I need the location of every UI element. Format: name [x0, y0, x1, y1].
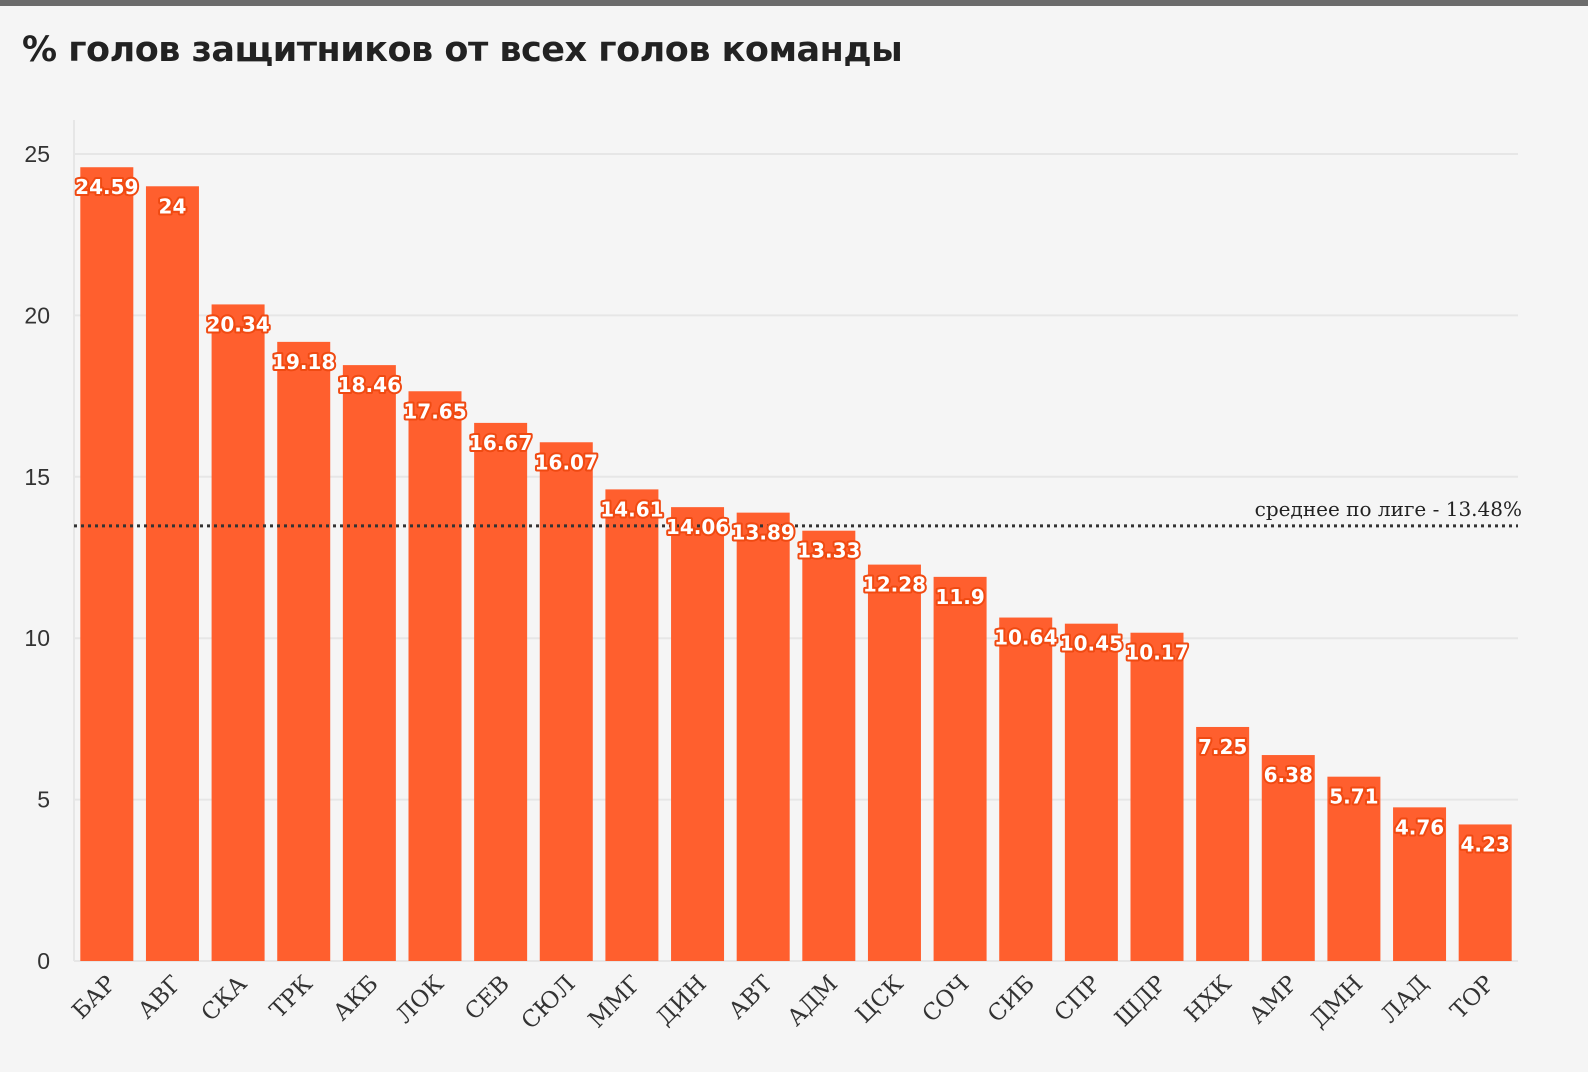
x-axis: БАР АВГ СКА ТРК АКБ ЛОК СЕВ СЮЛ ММГ ДИН АВТ АДМ ЦСК С… [67, 970, 1499, 1034]
y-tick-label: 5 [37, 787, 50, 813]
bar [736, 512, 790, 961]
x-tick-label: СКА [197, 970, 253, 1026]
bar [277, 341, 331, 961]
x-tick-label: НХК [1180, 971, 1237, 1028]
x-tick-label: СПР [1050, 971, 1106, 1027]
data-label: 4.23 [1461, 832, 1510, 856]
bar [671, 507, 725, 961]
x-tick-label: ЛОК [391, 971, 449, 1029]
data-label: 19.18 [272, 350, 335, 374]
bar [211, 304, 265, 961]
x-tick-label: ЛАД [1376, 971, 1433, 1028]
data-label: 10.64 [994, 626, 1057, 650]
y-axis: 0 5 10 15 20 25 [24, 141, 50, 974]
x-tick-label: АДМ [782, 971, 843, 1032]
data-label: 18.46 [338, 373, 401, 397]
bar [999, 617, 1053, 961]
bars-layer [80, 167, 1512, 962]
data-label: 4.76 [1395, 815, 1444, 839]
x-tick-label: ДИН [652, 971, 712, 1031]
data-labels-layer: 24.592420.3419.1818.4617.6516.6716.0714.… [73, 173, 1512, 858]
league-average-label: среднее по лиге - 13.48% [1255, 497, 1522, 521]
bar [408, 391, 462, 961]
x-tick-label: СЕВ [460, 971, 515, 1026]
x-tick-label: БАР [67, 971, 121, 1025]
data-label: 24.59 [75, 175, 138, 199]
data-label: 13.33 [797, 539, 860, 563]
y-tick-label: 0 [37, 948, 50, 974]
bar [1393, 807, 1447, 961]
top-bar [0, 0, 1588, 6]
data-label: 24 [159, 194, 187, 218]
bar [605, 489, 659, 961]
x-tick-label: ДМН [1306, 971, 1368, 1033]
data-label: 6.38 [1264, 763, 1313, 787]
y-tick-label: 25 [24, 141, 50, 167]
chart-title: % голов защитников от всех голов команды [22, 30, 903, 70]
x-tick-label: ММГ [584, 971, 646, 1033]
data-label: 11.9 [935, 585, 984, 609]
x-tick-label: СИБ [983, 971, 1040, 1028]
x-tick-label: СОЧ [918, 971, 975, 1028]
bar [933, 576, 987, 961]
x-tick-label: СЮЛ [517, 971, 581, 1035]
bar [145, 186, 199, 961]
data-label: 14.06 [666, 515, 729, 539]
x-tick-label: АВТ [724, 970, 778, 1024]
data-label: 5.71 [1329, 785, 1378, 809]
data-label: 13.89 [732, 521, 795, 545]
bar [342, 365, 396, 961]
y-tick-label: 15 [24, 464, 50, 490]
data-label: 7.25 [1198, 735, 1247, 759]
data-label: 17.65 [403, 399, 466, 423]
x-tick-label: АКБ [328, 971, 383, 1026]
x-tick-label: ЦСК [851, 971, 909, 1029]
data-label: 10.45 [1060, 632, 1123, 656]
data-label: 14.61 [600, 497, 663, 521]
x-tick-label: ТОР [1446, 971, 1500, 1025]
bar [802, 530, 856, 961]
bar [1327, 776, 1381, 961]
data-label: 20.34 [206, 312, 269, 336]
bar [1130, 632, 1184, 961]
data-label: 16.67 [469, 431, 532, 455]
bar [1064, 623, 1118, 961]
bar [1458, 824, 1512, 961]
bar [867, 564, 921, 961]
bar [474, 422, 528, 961]
bar [80, 167, 134, 961]
y-tick-label: 20 [24, 302, 50, 328]
data-label: 10.17 [1125, 641, 1188, 665]
bar [539, 442, 593, 962]
bar [1261, 755, 1315, 961]
reference-line-layer: среднее по лиге - 13.48% [74, 497, 1522, 528]
bar [1196, 726, 1250, 961]
x-tick-label: ТРК [265, 971, 318, 1024]
data-label: 12.28 [863, 573, 926, 597]
y-tick-label: 10 [24, 625, 50, 651]
x-tick-label: ШДР [1110, 971, 1171, 1032]
data-label: 16.07 [535, 450, 598, 474]
x-tick-label: АВГ [133, 971, 186, 1024]
x-tick-label: АМР [1244, 971, 1302, 1029]
